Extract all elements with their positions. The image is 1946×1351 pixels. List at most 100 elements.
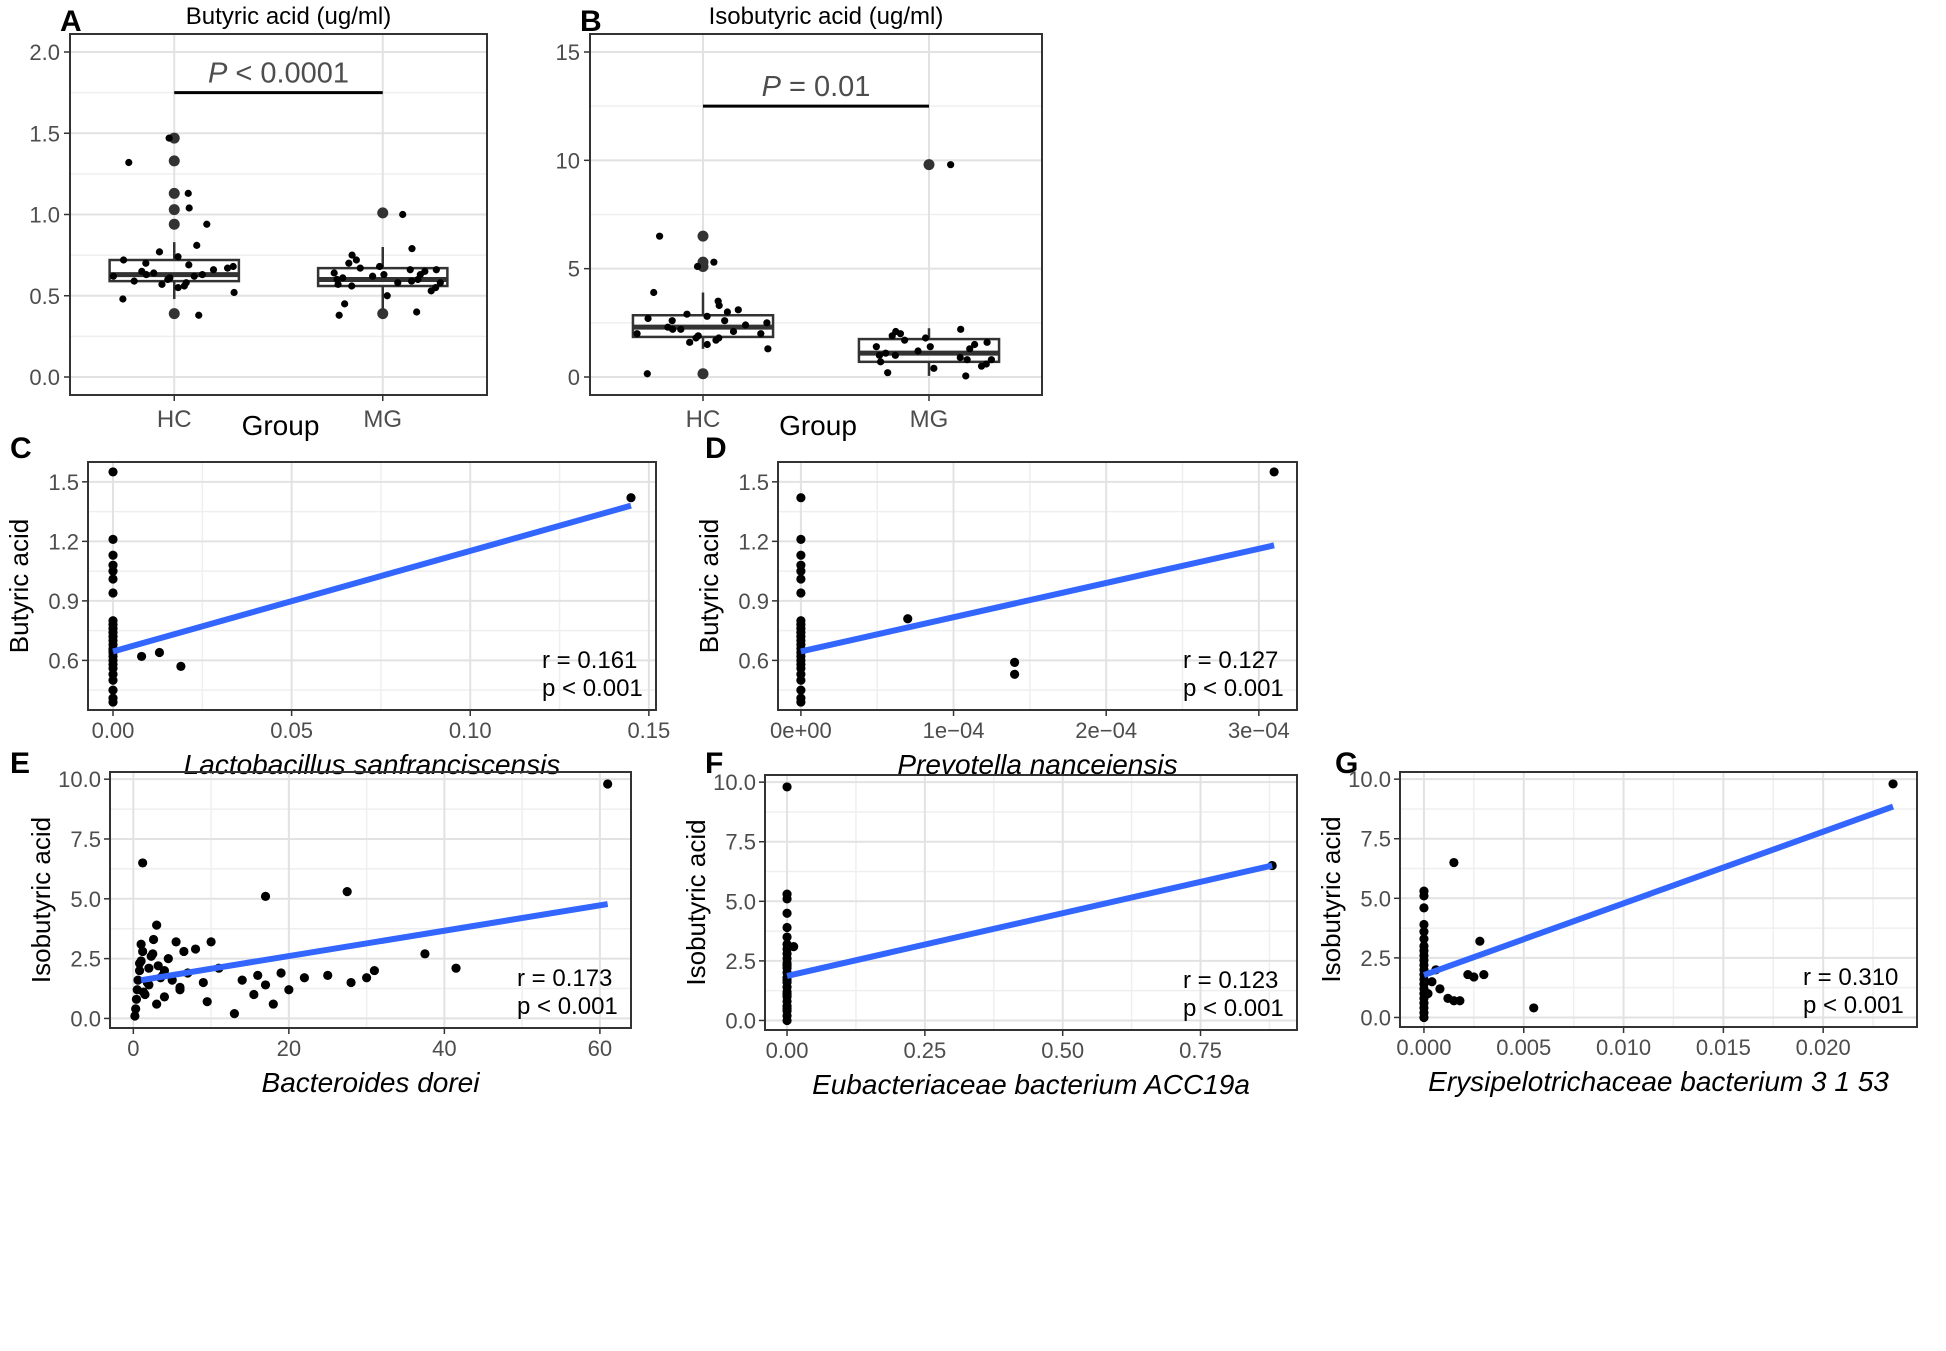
r-value-label: r = 0.127 (1183, 647, 1278, 674)
x-tick-label: HC (157, 406, 192, 433)
data-point (436, 279, 444, 287)
data-point (757, 330, 765, 338)
outlier-point (377, 308, 389, 320)
data-point (1427, 977, 1437, 987)
data-point (957, 325, 965, 333)
panel-title: Butyric acid (ug/ml) (186, 3, 391, 30)
y-tick-label: 15 (556, 40, 580, 65)
x-axis-title: Lactobacillus sanfranciscensis (184, 749, 561, 780)
x-tick-label: 3e−04 (1228, 718, 1290, 743)
y-tick-label: 1.5 (738, 470, 769, 495)
data-point (966, 345, 974, 353)
x-tick-label: 0.005 (1496, 1035, 1551, 1060)
data-point (963, 356, 971, 364)
y-tick-label: 0.0 (70, 1006, 101, 1031)
data-point (195, 311, 203, 319)
p-value-label: P = 0.01 (762, 71, 871, 103)
x-axis-title: Group (779, 410, 857, 441)
outlier-point (168, 308, 180, 320)
data-point (202, 997, 212, 1007)
outlier-point (168, 155, 180, 167)
data-point (782, 961, 792, 971)
p-value-label: P < 0.0001 (208, 58, 349, 90)
panel-label: E (10, 747, 30, 780)
data-point (268, 999, 278, 1009)
x-tick-label: 0.015 (1696, 1035, 1751, 1060)
data-point (1419, 941, 1429, 951)
outlier-point (923, 159, 935, 171)
data-point (165, 134, 173, 142)
regression-line (786, 862, 1273, 979)
panel-title: Isobutyric acid (ug/ml) (709, 3, 944, 30)
data-point (136, 651, 147, 662)
data-point (339, 274, 347, 282)
data-point (109, 272, 118, 280)
data-point (714, 297, 722, 305)
panel-label: D (705, 432, 727, 465)
y-tick-label: 5.0 (725, 889, 756, 914)
data-point (782, 922, 792, 933)
data-point (1419, 927, 1429, 937)
data-point (330, 269, 338, 277)
x-tick-label: HC (686, 406, 721, 433)
x-tick-label: 0.50 (1041, 1038, 1084, 1063)
data-point (782, 782, 792, 792)
x-tick-label: 2e−04 (1075, 718, 1137, 743)
data-point (1479, 969, 1489, 980)
y-tick-label: 0.6 (738, 648, 769, 673)
data-point (133, 975, 143, 985)
data-point (185, 261, 193, 269)
data-point (1010, 669, 1020, 679)
data-point (875, 351, 884, 359)
data-point (175, 982, 185, 992)
data-point (176, 661, 186, 671)
x-tick-label: 0.05 (270, 718, 313, 743)
data-point (203, 220, 211, 228)
data-point (144, 963, 154, 973)
y-tick-label: 0.0 (725, 1008, 756, 1033)
p-symbol: P (208, 58, 228, 90)
data-point (420, 949, 430, 959)
data-point (136, 939, 146, 949)
data-point (276, 968, 286, 978)
data-point (921, 334, 930, 342)
data-point (198, 977, 208, 988)
data-point (626, 493, 636, 503)
x-tick-label: 1e−04 (923, 718, 985, 743)
data-point (108, 693, 118, 703)
p-value: < 0.0001 (227, 58, 349, 90)
y-tick-label: 2.0 (29, 40, 60, 65)
data-point (451, 963, 461, 973)
data-point (1455, 996, 1465, 1006)
data-point (108, 574, 118, 584)
data-point (729, 327, 738, 336)
data-point (198, 271, 206, 279)
data-point (901, 336, 909, 344)
y-tick-label: 10.0 (58, 767, 101, 792)
p-value-label: p < 0.001 (1803, 992, 1904, 1019)
data-point (782, 908, 792, 918)
y-axis-title: Isobutyric acid (1316, 816, 1346, 982)
y-tick-label: 2.5 (725, 949, 756, 974)
x-tick-label: 0e+00 (770, 718, 832, 743)
data-point (1419, 903, 1429, 913)
data-point (432, 266, 440, 274)
data-point (1449, 857, 1459, 868)
data-point (796, 685, 806, 695)
data-point (369, 272, 377, 280)
data-point (348, 251, 356, 259)
data-point (903, 614, 913, 624)
data-point (260, 980, 271, 990)
r-value-label: r = 0.310 (1803, 964, 1898, 991)
data-point (260, 891, 271, 902)
data-point (119, 295, 127, 303)
p-value-label: p < 0.001 (542, 675, 643, 702)
data-point (1423, 989, 1433, 999)
regression-line (140, 901, 609, 984)
data-point (655, 232, 664, 240)
data-point (333, 275, 341, 284)
data-point (179, 946, 189, 957)
data-point (190, 272, 198, 280)
data-point (166, 274, 174, 282)
